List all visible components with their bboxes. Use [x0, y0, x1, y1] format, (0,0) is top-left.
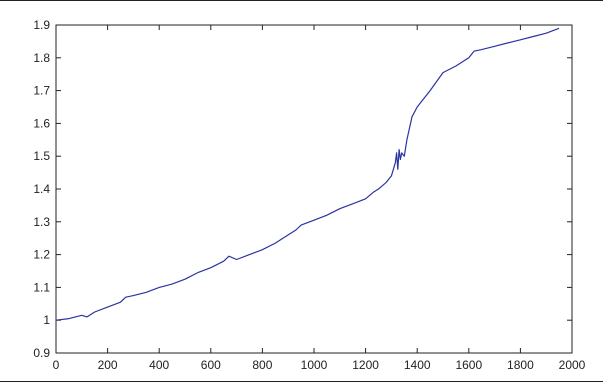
y-tick-label: 1.6 [33, 116, 50, 130]
x-tick-label: 2000 [559, 358, 586, 372]
x-tick-label: 200 [98, 358, 118, 372]
plot-area [55, 24, 573, 354]
top-rule [0, 0, 603, 1]
y-tick-label: 1.2 [33, 248, 50, 262]
x-tick-label: 400 [149, 358, 169, 372]
y-tick-label: 1.5 [33, 149, 50, 163]
y-tick-label: 1.7 [33, 84, 50, 98]
x-tick-label: 1200 [352, 358, 379, 372]
x-tick-label: 1800 [507, 358, 534, 372]
y-tick-label: 1.8 [33, 51, 50, 65]
x-tick-label: 1600 [455, 358, 482, 372]
x-tick-label: 800 [252, 358, 272, 372]
y-tick-label: 1.4 [33, 182, 50, 196]
x-tick-label: 1400 [404, 358, 431, 372]
x-tick-label: 0 [53, 358, 60, 372]
y-tick-label: 1.1 [33, 280, 50, 294]
y-tick-label: 1.3 [33, 215, 50, 229]
bottom-rule [0, 381, 603, 382]
y-tick-label: 0.9 [33, 346, 50, 360]
x-tick-label: 1000 [301, 358, 328, 372]
y-tick-label: 1.9 [33, 18, 50, 32]
y-tick-label: 1 [43, 313, 50, 327]
series-line-0 [55, 27, 560, 321]
x-tick-label: 600 [201, 358, 221, 372]
